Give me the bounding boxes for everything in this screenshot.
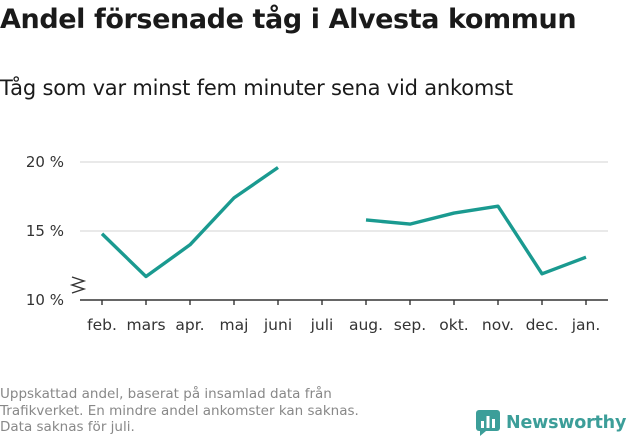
y-tick-labels: 10 % 15 % 20 % — [26, 153, 64, 309]
x-tick-label: sep. — [394, 316, 426, 334]
y-tick-label: 10 % — [26, 291, 64, 309]
footnote: Uppskattad andel, baserat på insamlad da… — [0, 386, 440, 436]
bar-chart-logo-icon — [476, 410, 500, 436]
y-tick-label: 20 % — [26, 153, 64, 171]
footnote-line: Trafikverket. En mindre andel ankomster … — [0, 402, 359, 419]
series-lines — [100, 166, 587, 279]
axes — [69, 276, 608, 305]
series-line-segment — [365, 204, 587, 276]
x-tick-label: nov. — [482, 316, 514, 334]
x-tick-label: juni — [263, 316, 292, 334]
brand-name: Newsworthy — [506, 413, 627, 433]
x-tick-label: maj — [220, 316, 249, 334]
x-tick-label: jan. — [571, 316, 601, 334]
x-tick-labels: feb. mars apr. maj juni juli aug. sep. okt. nov. d… — [87, 316, 600, 334]
x-tick-label: mars — [126, 316, 165, 334]
x-tick-label: juli — [310, 316, 334, 334]
footnote-line: Data saknas för juli. — [0, 419, 135, 435]
line-chart: 10 % 15 % 20 % feb. mars apr. maj juni juli aug.… — [26, 153, 608, 334]
x-tick-label: dec. — [526, 316, 559, 334]
axis-break-icon — [69, 276, 87, 294]
series-line-segment — [100, 166, 279, 279]
y-tick-label: 15 % — [26, 222, 64, 240]
x-tick-label: okt. — [439, 316, 468, 334]
grid-lines — [80, 161, 608, 232]
brand-logo: Newsworthy — [476, 408, 626, 438]
x-tick-label: feb. — [87, 316, 117, 334]
chart-subtitle: Tåg som var minst fem minuter sena vid a… — [0, 76, 513, 100]
x-tick-label: aug. — [349, 316, 383, 334]
chart-title: Andel försenade tåg i Alvesta kommun — [0, 4, 577, 35]
x-tick-label: apr. — [175, 316, 204, 334]
footnote-line: Uppskattad andel, baserat på insamlad da… — [0, 386, 332, 402]
